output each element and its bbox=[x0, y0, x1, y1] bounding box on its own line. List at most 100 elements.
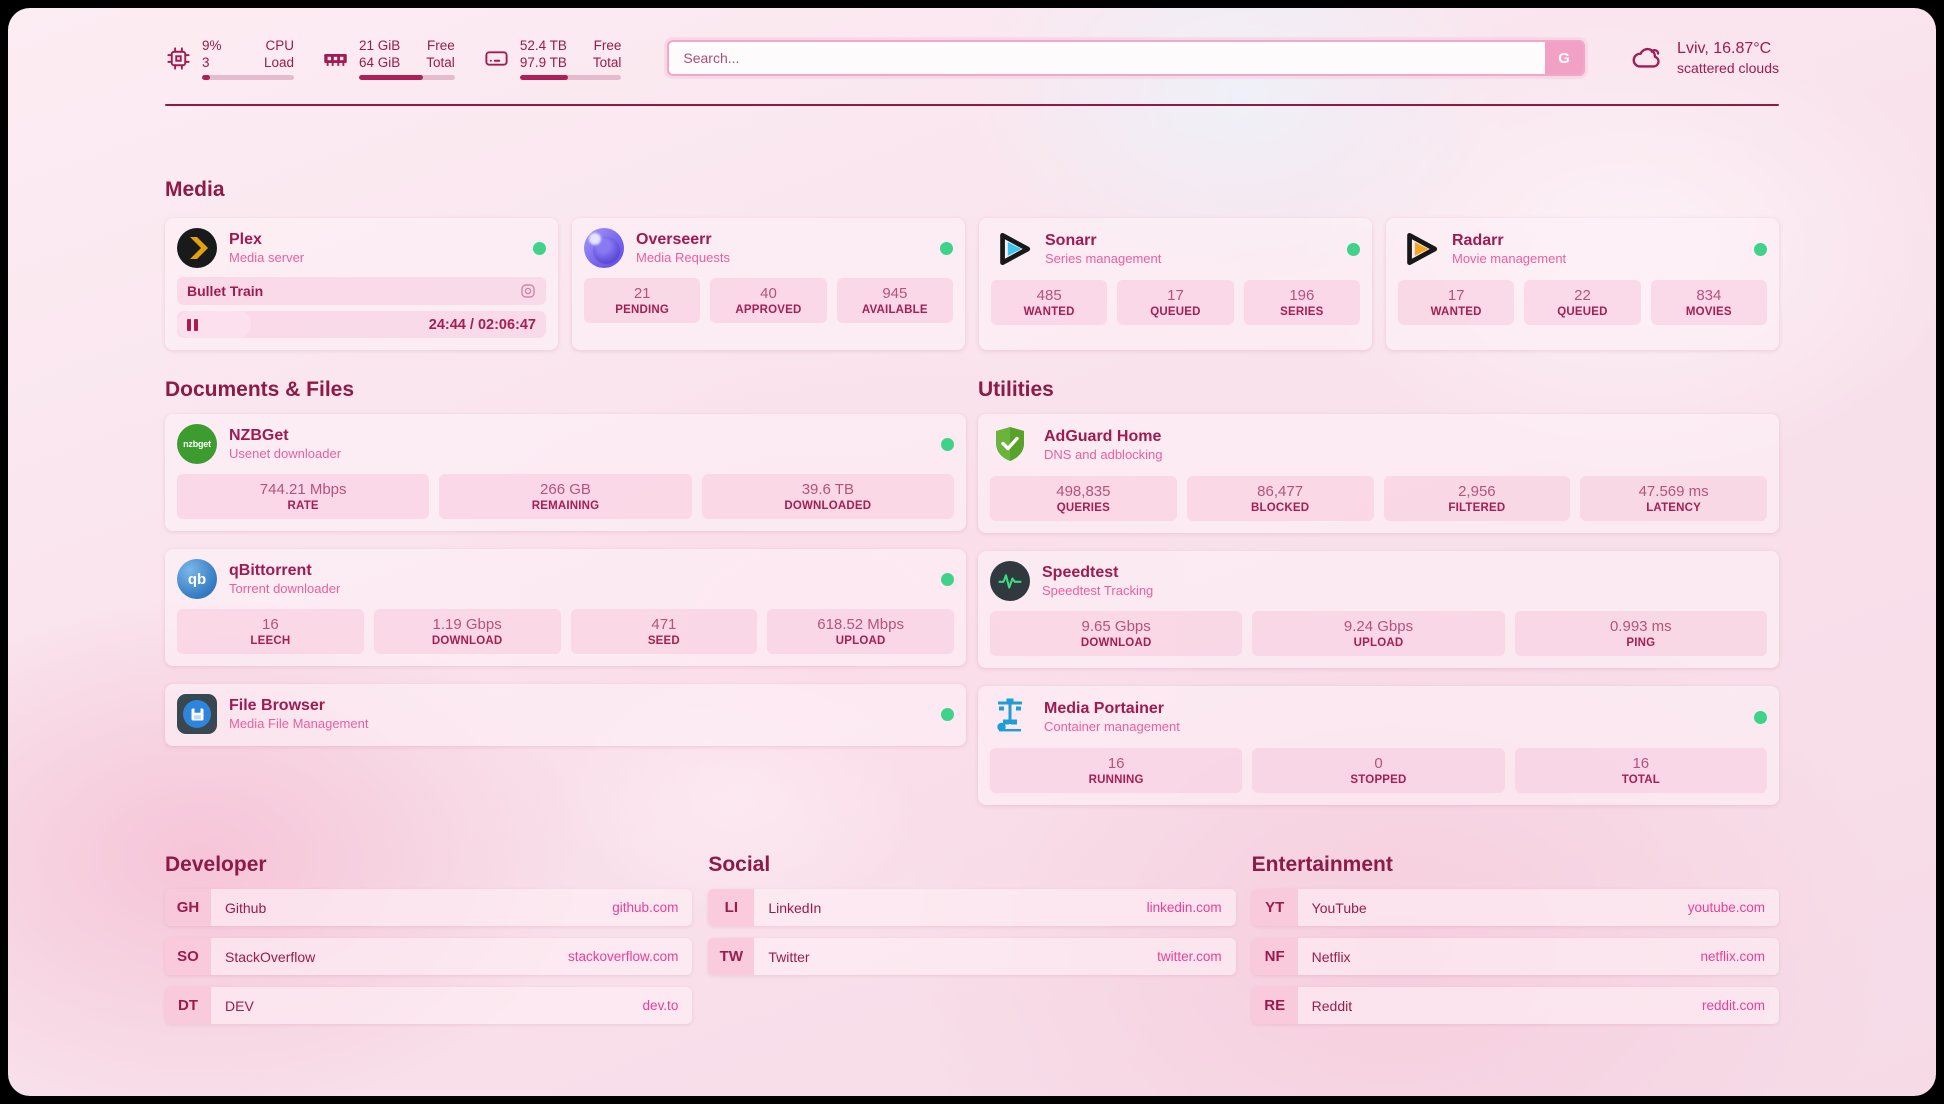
bookmark-label: LinkedIn bbox=[768, 899, 822, 916]
media-type-icon bbox=[520, 283, 536, 299]
bookmark-dev[interactable]: DT DEV dev.to bbox=[165, 987, 693, 1024]
bookmark-abbr: NF bbox=[1251, 938, 1298, 975]
service-subtitle: Torrent downloader bbox=[229, 580, 341, 596]
service-name: Sonarr bbox=[1045, 231, 1097, 249]
bookmark-group-developer: Developer GH Github github.com SO StackO… bbox=[165, 853, 693, 1024]
dashboard-window: 9% 3 CPU Load bbox=[8, 8, 1936, 1096]
memory-free: 21 GiB bbox=[359, 37, 401, 53]
bookmark-label: Netflix bbox=[1311, 948, 1351, 965]
service-subtitle: Series management bbox=[1045, 250, 1162, 266]
bookmark-github[interactable]: GH Github github.com bbox=[165, 889, 693, 926]
bookmark-url: linkedin.com bbox=[1146, 900, 1222, 915]
section-title-utilities: Utilities bbox=[978, 378, 1054, 401]
stat-tile: 17 WANTED bbox=[1398, 280, 1515, 325]
bookmark-label: StackOverflow bbox=[225, 948, 316, 965]
bookmark-abbr: DT bbox=[165, 987, 211, 1024]
stat-tile: 744.21 Mbps RATE bbox=[177, 474, 430, 519]
stat-tile: 16 LEECH bbox=[177, 609, 364, 654]
stat-tile: 16 TOTAL bbox=[1514, 748, 1767, 793]
service-card-qbittorrent[interactable]: qb qBittorrent Torrent downloader 16 LEEC… bbox=[165, 549, 966, 666]
bookmark-reddit[interactable]: RE Reddit reddit.com bbox=[1251, 987, 1779, 1024]
status-dot bbox=[941, 437, 954, 451]
qbittorrent-icon: qb bbox=[177, 559, 217, 599]
service-name: File Browser bbox=[229, 696, 326, 714]
now-playing-bar: Bullet Train bbox=[177, 277, 546, 305]
bookmark-stackoverflow[interactable]: SO StackOverflow stackoverflow.com bbox=[165, 938, 693, 975]
service-card-portainer[interactable]: Media Portainer Container management 16 R… bbox=[978, 686, 1779, 805]
weather-location-temp: Lviv, 16.87°C bbox=[1677, 40, 1772, 57]
service-card-adguard[interactable]: AdGuard Home DNS and adblocking 498,835 Q… bbox=[978, 414, 1779, 533]
bookmark-abbr: RE bbox=[1251, 987, 1298, 1024]
pause-icon bbox=[187, 318, 198, 331]
bookmark-label: YouTube bbox=[1311, 899, 1367, 916]
service-card-nzbget[interactable]: nzbget NZBGet Usenet downloader 744.21 M… bbox=[165, 414, 966, 531]
disk-total-label: Total bbox=[592, 54, 622, 70]
section-title-entertainment: Entertainment bbox=[1251, 853, 1393, 876]
bookmark-abbr: YT bbox=[1251, 889, 1298, 926]
memory-free-label: Free bbox=[427, 37, 455, 53]
memory-total: 64 GiB bbox=[359, 54, 401, 70]
stat-tile: 86,477 BLOCKED bbox=[1186, 476, 1374, 521]
stat-tile: 498,835 QUERIES bbox=[990, 476, 1177, 521]
service-card-filebrowser[interactable]: File Browser Media File Management bbox=[165, 684, 966, 746]
stat-tile: 39.6 TB DOWNLOADED bbox=[701, 474, 954, 519]
search-input[interactable] bbox=[667, 40, 1586, 76]
header-divider bbox=[165, 104, 1779, 106]
stat-tile: 21 PENDING bbox=[584, 278, 701, 323]
stat-tile: 618.52 Mbps UPLOAD bbox=[767, 609, 954, 654]
bookmark-group-entertainment: Entertainment YT YouTube youtube.com NF … bbox=[1251, 853, 1779, 1024]
service-name: AdGuard Home bbox=[1044, 427, 1162, 445]
bookmark-twitter[interactable]: TW Twitter twitter.com bbox=[708, 938, 1236, 975]
status-dot bbox=[941, 707, 954, 721]
memory-progress-bar bbox=[359, 74, 455, 80]
adguard-icon bbox=[990, 424, 1032, 466]
bookmark-label: Reddit bbox=[1311, 997, 1353, 1014]
status-dot bbox=[533, 241, 546, 255]
service-name: Overseerr bbox=[636, 230, 712, 248]
system-widgets: 9% 3 CPU Load bbox=[165, 37, 622, 80]
service-name: Speedtest bbox=[1042, 563, 1119, 581]
bookmark-abbr: SO bbox=[165, 938, 211, 975]
search-bar: G bbox=[667, 40, 1586, 76]
service-subtitle: Media File Management bbox=[229, 715, 369, 731]
disk-widget: 52.4 TB 97.9 TB Free Total bbox=[483, 37, 622, 80]
search-provider-button[interactable]: G bbox=[1545, 42, 1584, 74]
stat-tile: 9.24 Gbps UPLOAD bbox=[1252, 611, 1505, 656]
status-dot bbox=[1754, 242, 1767, 256]
bookmark-url: reddit.com bbox=[1701, 998, 1765, 1013]
cpu-usage: 9% bbox=[202, 37, 222, 53]
bookmark-youtube[interactable]: YT YouTube youtube.com bbox=[1251, 889, 1779, 926]
service-subtitle: Container management bbox=[1044, 718, 1180, 734]
cloud-icon bbox=[1629, 43, 1665, 73]
bookmark-url: netflix.com bbox=[1700, 949, 1765, 964]
service-subtitle: Movie management bbox=[1452, 250, 1567, 266]
stat-tile: 40 APPROVED bbox=[710, 278, 827, 323]
bookmark-label: Twitter bbox=[768, 948, 810, 965]
stat-tile: 1.19 Gbps DOWNLOAD bbox=[373, 609, 561, 654]
cpu-icon bbox=[165, 45, 192, 72]
service-card-plex[interactable]: Plex Media server Bullet Train 24:44 / 0… bbox=[165, 218, 558, 350]
stat-tile: 196 SERIES bbox=[1243, 280, 1360, 325]
bookmark-url: youtube.com bbox=[1687, 900, 1765, 915]
service-card-radarr[interactable]: Radarr Movie management 17 WANTED 22 QUEUE… bbox=[1386, 218, 1779, 350]
service-card-speedtest[interactable]: Speedtest Speedtest Tracking 9.65 Gbps DO… bbox=[978, 551, 1779, 668]
stat-tile: 22 QUEUED bbox=[1524, 280, 1641, 325]
stat-tile: 945 AVAILABLE bbox=[836, 278, 953, 323]
media-row: Plex Media server Bullet Train 24:44 / 0… bbox=[165, 218, 1779, 350]
service-subtitle: Usenet downloader bbox=[229, 445, 342, 461]
memory-widget: 21 GiB 64 GiB Free Total bbox=[322, 37, 455, 80]
bookmark-abbr: LI bbox=[708, 889, 755, 926]
weather-condition: scattered clouds bbox=[1677, 60, 1779, 76]
top-bar: 9% 3 CPU Load bbox=[165, 34, 1779, 82]
section-title-documents: Documents & Files bbox=[165, 378, 355, 401]
cpu-progress-bar bbox=[202, 74, 294, 80]
service-card-overseerr[interactable]: Overseerr Media Requests 21 PENDING 40 APP… bbox=[572, 218, 965, 350]
stat-tile: 9.65 Gbps DOWNLOAD bbox=[990, 611, 1243, 656]
nzbget-icon: nzbget bbox=[177, 424, 217, 464]
bookmark-netflix[interactable]: NF Netflix netflix.com bbox=[1251, 938, 1779, 975]
service-card-sonarr[interactable]: Sonarr Series management 485 WANTED 17 QUE… bbox=[979, 218, 1372, 350]
bookmark-linkedin[interactable]: LI LinkedIn linkedin.com bbox=[708, 889, 1236, 926]
bookmark-label: DEV bbox=[225, 997, 254, 1014]
service-subtitle: DNS and adblocking bbox=[1044, 446, 1163, 462]
overseerr-icon bbox=[584, 228, 624, 268]
